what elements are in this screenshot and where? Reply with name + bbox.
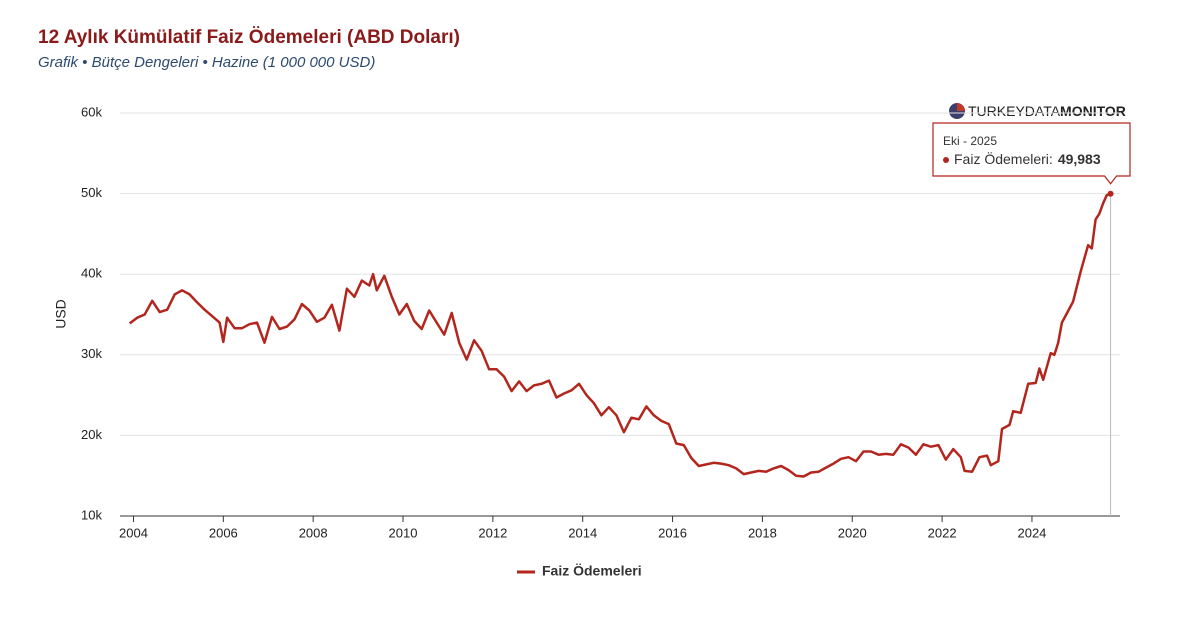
chart-subtitle: Grafik • Bütçe Dengeleri • Hazine (1 000… (38, 54, 375, 71)
x-tick-label: 2014 (568, 525, 597, 540)
x-tick-label: 2024 (1017, 525, 1046, 540)
logo-bold: MONITOR (1060, 103, 1126, 119)
x-tick-label: 2018 (748, 525, 777, 540)
x-tick-label: 2008 (299, 525, 328, 540)
logo-text: TURKEYDATAMONITOR (968, 103, 1126, 119)
logo-icon-slice (957, 103, 965, 111)
x-tick-label: 2016 (658, 525, 687, 540)
tooltip-box (932, 122, 1131, 185)
x-tick-label: 2022 (928, 525, 957, 540)
tooltip-header: Eki - 2025 (943, 134, 997, 148)
x-tick-label: 2006 (209, 525, 238, 540)
tooltip-dot (943, 157, 949, 163)
y-tick-label: 50k (81, 185, 102, 200)
tooltip-label: Faiz Ödemeleri: (954, 150, 1053, 167)
y-tick-label: 60k (81, 104, 102, 119)
tooltip: Eki - 2025 Faiz Ödemeleri: 49,983 (932, 122, 1131, 185)
x-tick-label: 2012 (478, 525, 507, 540)
legend-label: Faiz Ödemeleri (542, 563, 642, 579)
tooltip-value: 49,983 (1058, 151, 1101, 167)
logo-light: TURKEYDATA (968, 103, 1061, 119)
logo: TURKEYDATAMONITOR (949, 103, 1126, 119)
y-tick-label: 30k (81, 346, 102, 361)
x-tick-label: 2004 (119, 525, 148, 540)
x-tick-label: 2020 (838, 525, 867, 540)
tooltip-text: Faiz Ödemeleri: 49,983 (954, 150, 1101, 167)
y-tick-label: 10k (81, 507, 102, 522)
hover-point (1107, 190, 1114, 197)
y-tick-label: 20k (81, 427, 102, 442)
y-axis-label: USD (53, 299, 69, 329)
x-tick-label: 2010 (389, 525, 418, 540)
chart-title: 12 Aylık Kümülatif Faiz Ödemeleri (ABD D… (38, 27, 460, 48)
y-tick-label: 40k (81, 266, 102, 281)
series-line (128, 192, 1112, 478)
